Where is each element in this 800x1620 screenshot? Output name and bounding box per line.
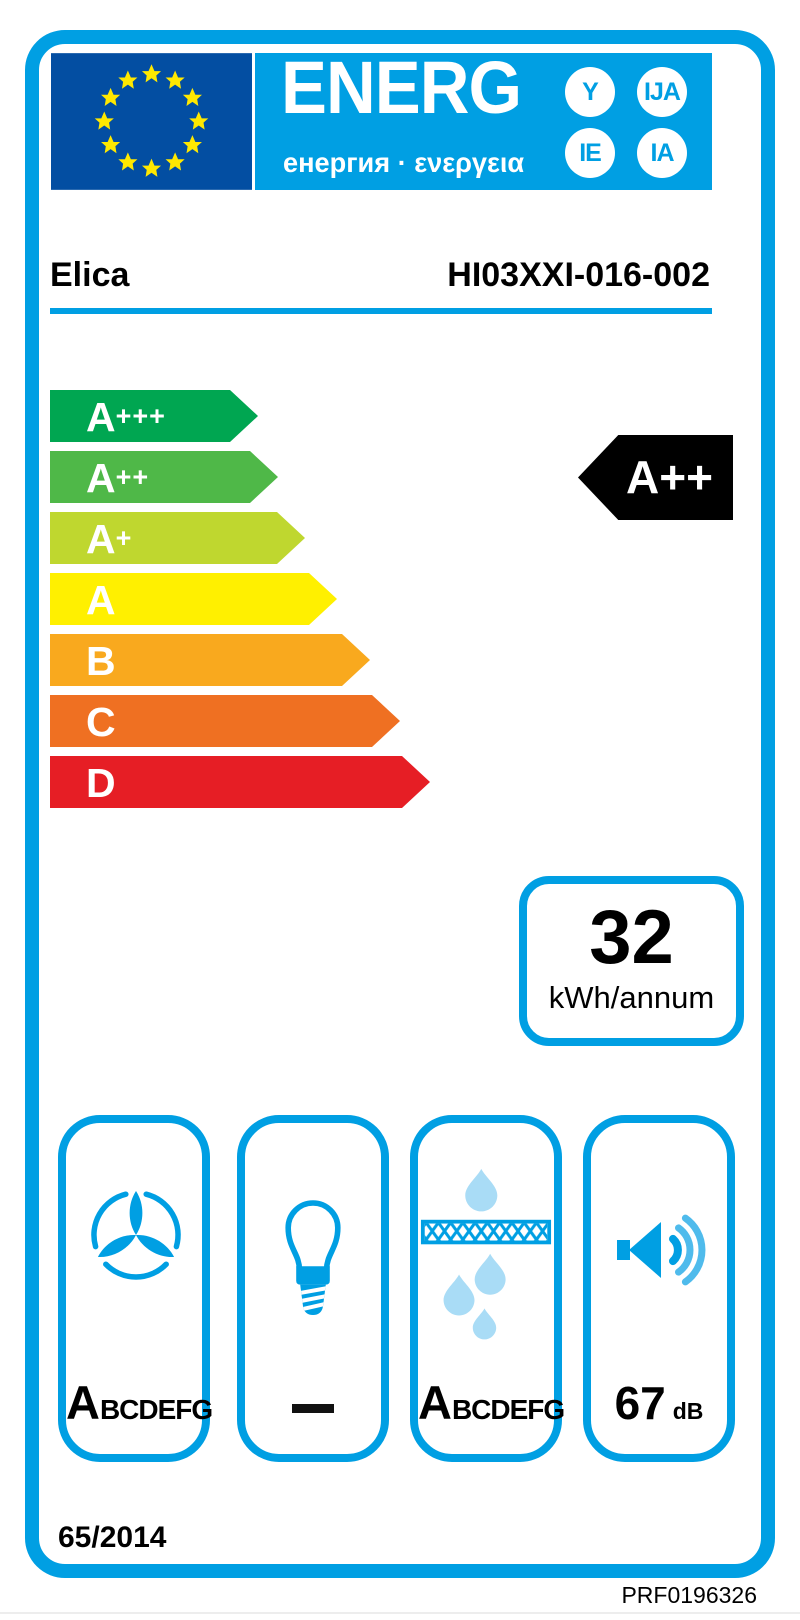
energy-logo-panel: ENERG енергия · ενεργεια Y IJA IE IA: [255, 46, 712, 190]
scale-grade: D: [86, 760, 116, 806]
scale-grade: A: [86, 516, 116, 562]
scale-grade: A: [86, 455, 116, 501]
annual-energy-value: 32: [589, 895, 674, 980]
scale-grade: A: [86, 577, 116, 623]
efficiency-scale: A+++ A++ A+ A B C D: [50, 390, 430, 817]
rating-indicator-arrow: A++: [578, 435, 733, 520]
regulation-number: 65/2014: [58, 1521, 167, 1554]
fluid-dynamic-class-letter: A: [66, 1376, 100, 1429]
annual-energy-unit: kWh/annum: [548, 980, 715, 1015]
energy-suffix-ie: IE: [565, 128, 615, 178]
scale-arrow-d: D: [50, 756, 430, 808]
model-number: HI03XXI-016-002: [447, 256, 710, 294]
noise-db-unit: dB: [672, 1398, 704, 1424]
dash: [292, 1404, 334, 1413]
reference-code: PRF0196326: [621, 1582, 757, 1608]
scale-arrow-c: C: [50, 695, 400, 747]
scale-arrow-a: A: [50, 573, 337, 625]
grease-filter-icon: [420, 1168, 552, 1340]
scale-grade: A: [86, 394, 116, 440]
energy-logo-text: ENERG: [281, 46, 522, 129]
page-edge-line: [0, 1612, 800, 1614]
fluid-dynamic-class-scale: BCDEFG: [99, 1394, 213, 1425]
annual-energy-box: 32 kWh/annum: [519, 876, 744, 1046]
lighting-efficiency-box: [237, 1115, 389, 1462]
fluid-dynamic-efficiency-box: ABCDEFG: [58, 1115, 213, 1462]
energy-suffix-y: Y: [565, 67, 615, 117]
energy-label-frame: ENERG енергия · ενεργεια Y IJA IE IA Eli…: [25, 30, 775, 1578]
scale-plus: +: [115, 523, 133, 553]
header-divider: [50, 308, 712, 314]
grease-filtering-class: ABCDEFG: [418, 1375, 565, 1430]
noise-db-value: 67: [614, 1377, 666, 1429]
grease-filtering-box: ABCDEFG: [410, 1115, 565, 1462]
scale-plus: +++: [115, 401, 166, 431]
scale-grade: C: [86, 699, 116, 745]
energy-logo-subtitle: енергия · ενεργεια: [283, 147, 525, 178]
fan-icon: [91, 1191, 181, 1280]
scale-arrow-ap: A+: [50, 512, 305, 564]
grease-filtering-class-scale: BCDEFG: [451, 1394, 565, 1425]
noise-box: 67 dB: [583, 1115, 735, 1462]
noise-value: 67 dB: [591, 1376, 727, 1430]
bulb-icon: [285, 1200, 341, 1315]
lighting-class: [245, 1404, 381, 1430]
fluid-dynamic-class: ABCDEFG: [66, 1375, 213, 1430]
grease-filtering-class-letter: A: [418, 1376, 452, 1429]
scale-arrow-b: B: [50, 634, 370, 686]
speaker-icon: [617, 1214, 706, 1286]
scale-plus: ++: [115, 462, 150, 492]
brand-name: Elica: [50, 256, 130, 294]
energy-suffix-ia: IA: [637, 128, 687, 178]
scale-grade: B: [86, 638, 116, 684]
scale-arrow-app: A++: [50, 451, 278, 503]
scale-arrow-appp: A+++: [50, 390, 258, 442]
energy-suffix-ija: IJA: [637, 67, 687, 117]
eu-flag: [51, 53, 252, 190]
